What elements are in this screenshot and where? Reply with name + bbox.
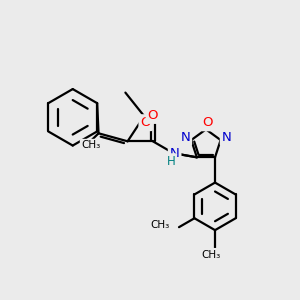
Text: O: O (140, 116, 151, 129)
Text: CH₃: CH₃ (201, 250, 220, 260)
Text: CH₃: CH₃ (81, 140, 101, 150)
Text: N: N (170, 147, 179, 160)
Text: O: O (148, 109, 158, 122)
Text: O: O (202, 116, 213, 129)
Text: N: N (222, 131, 232, 144)
Text: H: H (167, 155, 176, 168)
Text: N: N (180, 131, 190, 144)
Text: CH₃: CH₃ (151, 220, 170, 230)
